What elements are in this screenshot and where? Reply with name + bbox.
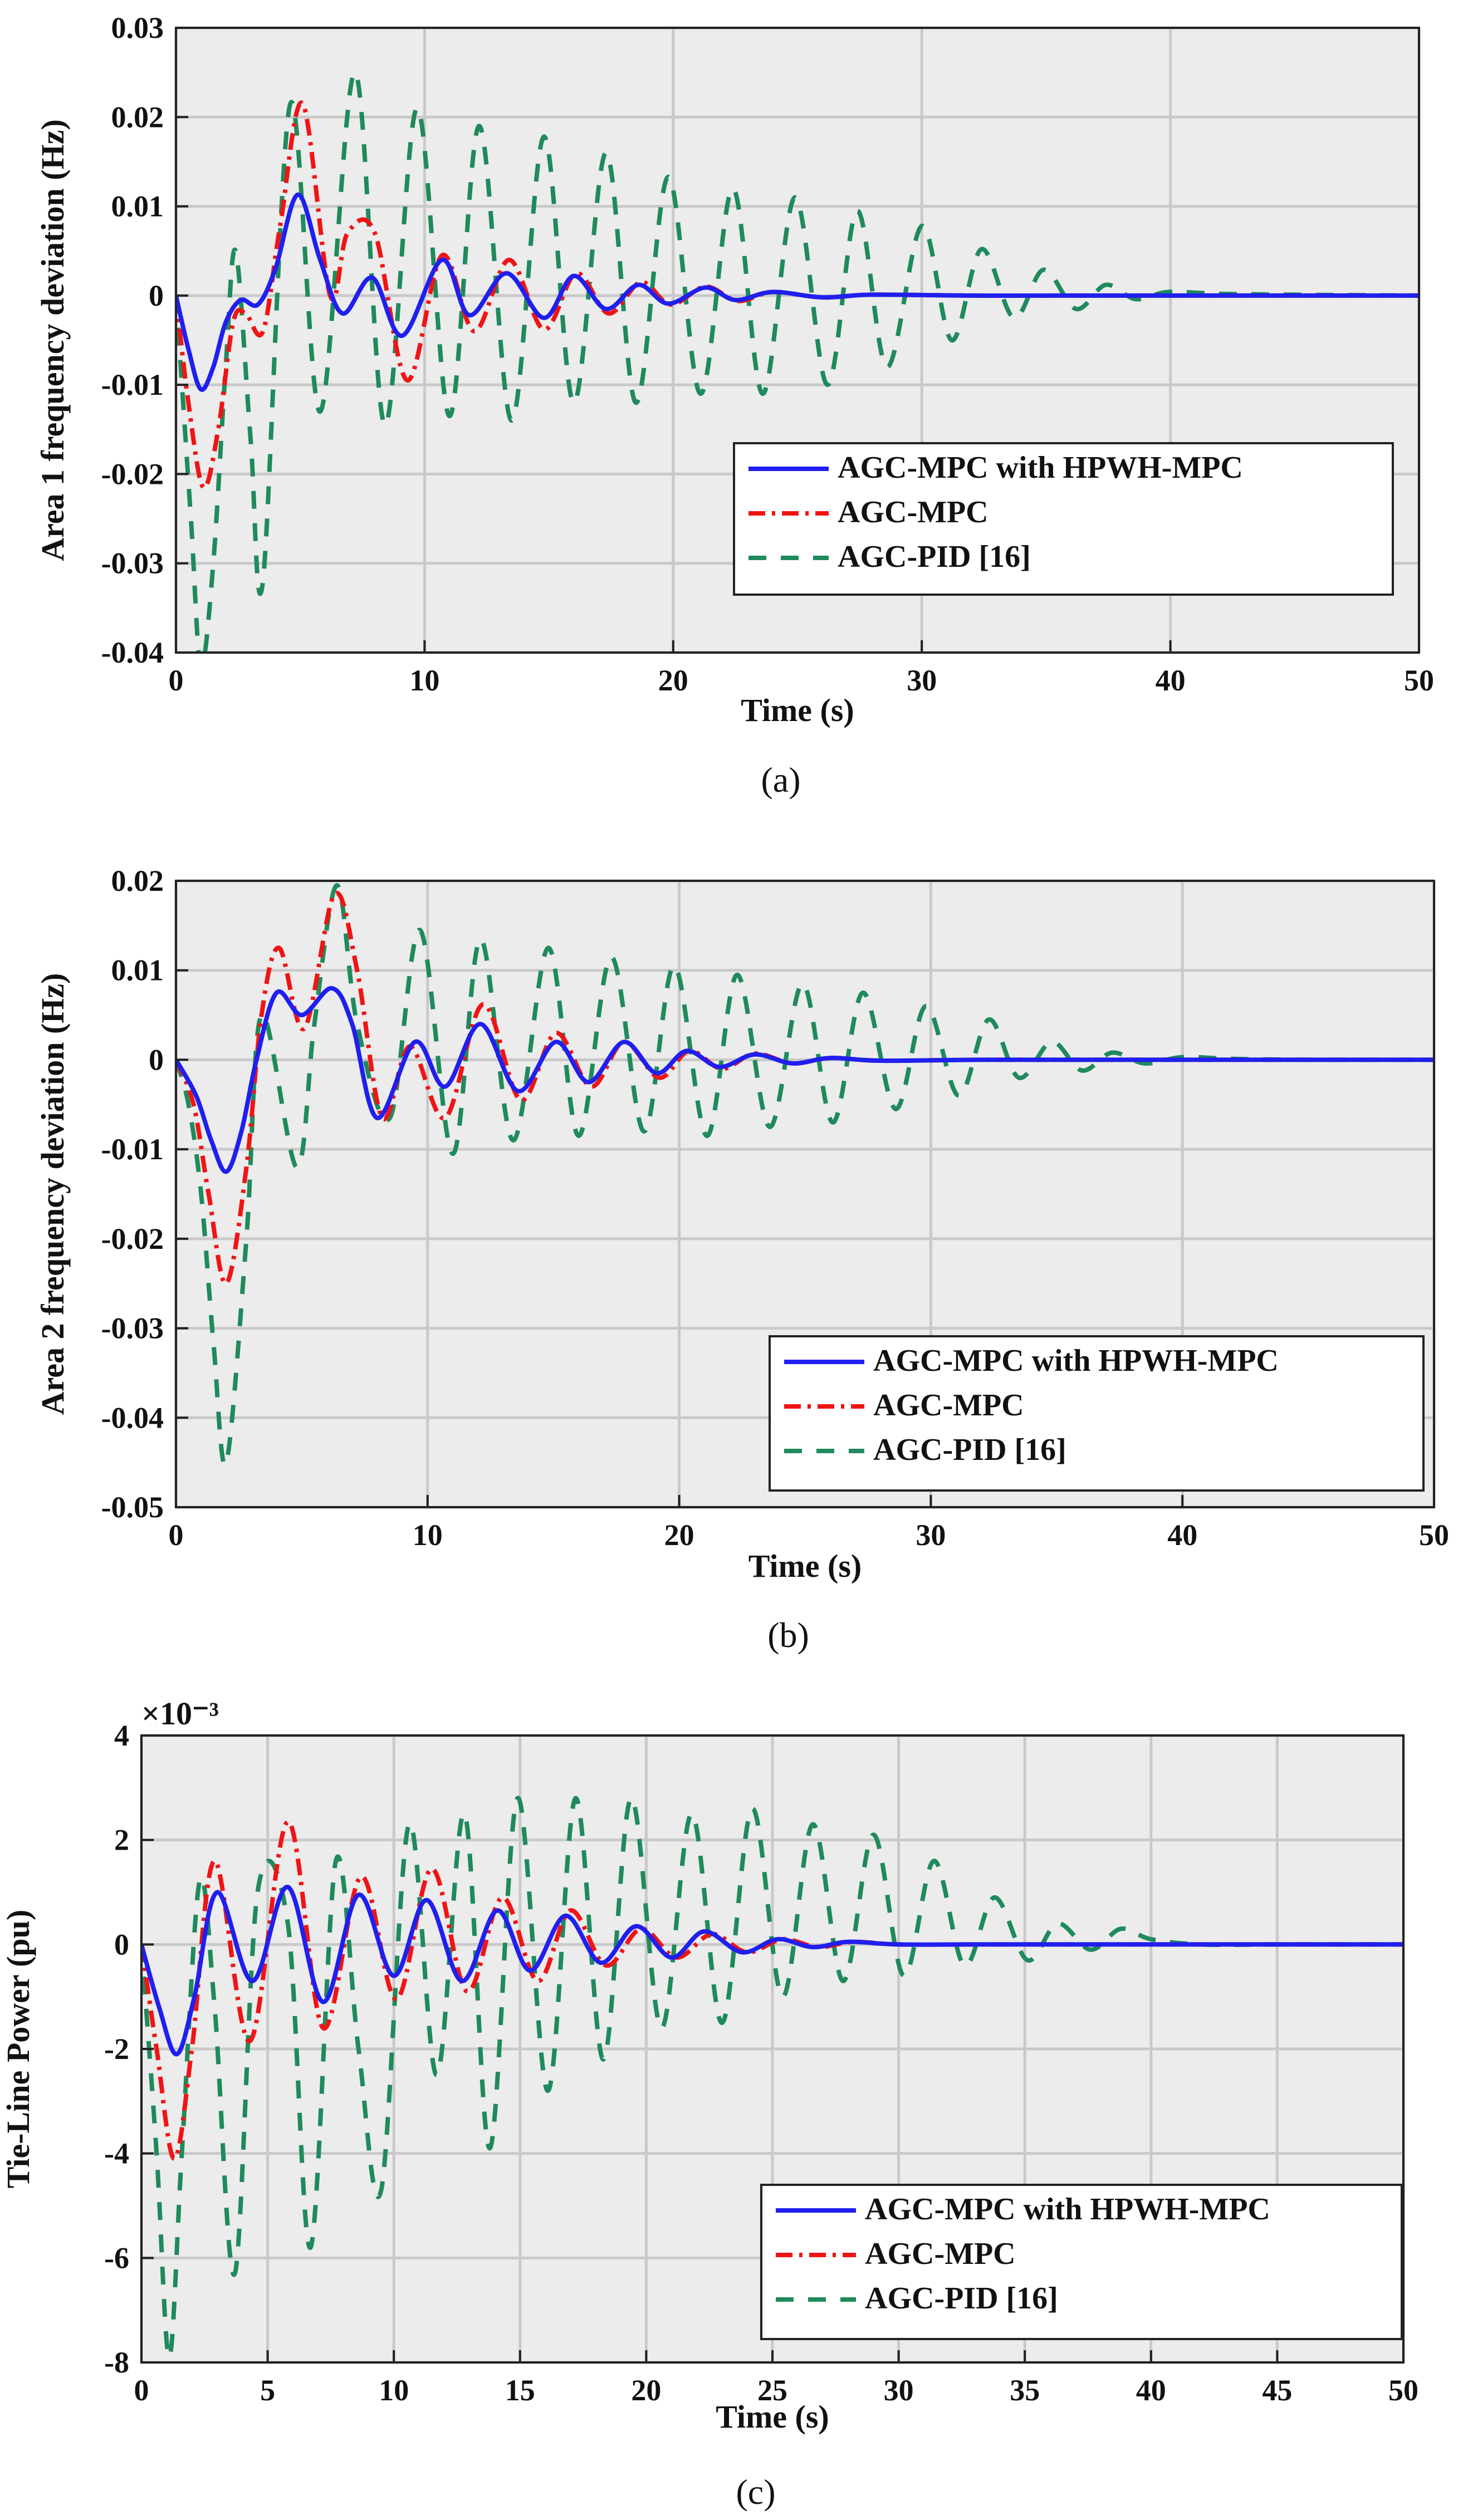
x-tick-label: 0	[169, 1518, 184, 1552]
legend-label-1: AGC-MPC	[838, 495, 989, 530]
y-tick-label: -0.04	[101, 1401, 164, 1434]
x-tick-label: 0	[134, 2374, 149, 2407]
x-axis-label: Time (s)	[748, 1548, 862, 1584]
y-tick-label: -4	[104, 2137, 129, 2170]
legend: AGC-MPC with HPWH-MPC AGC-MPC AGC-PID [16]	[769, 1335, 1425, 1492]
legend: AGC-MPC with HPWH-MPC AGC-MPC AGC-PID [16]	[733, 442, 1394, 596]
legend-box	[733, 442, 1394, 596]
x-tick-label: 10	[413, 1518, 443, 1552]
x-tick-label: 10	[409, 664, 439, 697]
axes-frame	[175, 880, 1435, 1508]
x-tick-label: 20	[664, 1518, 694, 1552]
y-tick-label: 0.01	[111, 954, 164, 987]
axes-frame	[175, 27, 1420, 654]
y-tick-label: -0.03	[101, 1312, 164, 1345]
chart-a: 0 10 20 30 40 50 -0.04 -0.03 -0.02 -0.01 0 0.01 0.02…	[35, 11, 1434, 800]
y-tick-label: 0	[149, 279, 164, 312]
series-line-0	[176, 192, 1419, 392]
legend-label-1: AGC-MPC	[865, 2237, 1016, 2271]
legend-label-1: AGC-MPC	[873, 1388, 1024, 1423]
y-tick-label: -0.04	[101, 636, 164, 669]
series-line-0	[176, 986, 1434, 1174]
y-tick-label: -0.01	[101, 368, 164, 401]
x-tick-label: 20	[658, 664, 688, 697]
y-tick-label: -0.05	[101, 1491, 164, 1524]
legend-label-0: AGC-MPC with HPWH-MPC	[865, 2192, 1270, 2227]
y-tick-label: -0.02	[101, 457, 164, 491]
x-tick-label: 40	[1156, 664, 1186, 697]
chart-b: 0 10 20 30 40 50 -0.05 -0.04 -0.03 -0.02 -0.01 0 0.0…	[35, 864, 1449, 1655]
x-tick-label: 10	[379, 2374, 409, 2407]
y-tick-label: -0.01	[101, 1132, 164, 1166]
legend: AGC-MPC with HPWH-MPC AGC-MPC AGC-PID [16]	[760, 2184, 1403, 2340]
series-line-2	[176, 70, 1419, 653]
x-tick-label: 30	[907, 664, 937, 697]
legend-box	[760, 2184, 1403, 2340]
x-tick-label: 20	[631, 2374, 661, 2407]
legend-label-2: AGC-PID [16]	[873, 1433, 1066, 1467]
y-tick-label: 0.02	[111, 864, 164, 898]
y-tick-label: -0.03	[101, 547, 164, 580]
x-tick-label: 30	[916, 1518, 946, 1552]
legend-box	[769, 1335, 1425, 1492]
y-tick-label: -8	[104, 2346, 129, 2379]
y-tick-label: 4	[114, 1719, 129, 1752]
panel-caption: (c)	[736, 2472, 775, 2512]
legend-label-2: AGC-PID [16]	[865, 2281, 1058, 2316]
x-tick-label: 5	[260, 2374, 275, 2407]
y-tick-label: -6	[104, 2241, 129, 2274]
x-tick-label: 50	[1404, 664, 1434, 697]
legend-label-2: AGC-PID [16]	[838, 540, 1031, 574]
panel-caption: (b)	[767, 1615, 809, 1655]
chart-c: 0 5 10 15 20 25 30 35 40 45 50 -8 -6 -4 -2 0 2 4 ×10⁻³ Time…	[0, 1695, 1418, 2512]
x-tick-label: 40	[1136, 2374, 1166, 2407]
y-tick-label: -2	[104, 2032, 129, 2066]
y-tick-label: 0.02	[111, 100, 164, 134]
x-tick-label: 50	[1419, 1518, 1449, 1552]
legend-label-0: AGC-MPC with HPWH-MPC	[873, 1344, 1279, 1378]
y-axis-label: Area 1 frequency deviation (Hz)	[35, 119, 71, 561]
series-line-0	[141, 1885, 1403, 2057]
x-axis-label: Time (s)	[716, 2399, 829, 2435]
x-tick-label: 40	[1167, 1518, 1197, 1552]
y-tick-label: -0.02	[101, 1222, 164, 1256]
x-axis-label: Time (s)	[741, 692, 854, 728]
y-tick-label: 0	[149, 1043, 164, 1076]
y-axis-label: Tie-Line Power (pu)	[0, 1910, 36, 2189]
x-tick-label: 30	[884, 2374, 914, 2407]
y-axis-label: Area 2 frequency deviation (Hz)	[35, 973, 71, 1415]
legend-label-0: AGC-MPC with HPWH-MPC	[838, 450, 1243, 485]
y-tick-label: 0.01	[111, 190, 164, 223]
x-tick-label: 15	[505, 2374, 535, 2407]
axis-multiplier: ×10⁻³	[141, 1695, 219, 1732]
x-tick-label: 35	[1010, 2374, 1040, 2407]
x-tick-label: 25	[757, 2374, 787, 2407]
x-tick-label: 50	[1388, 2374, 1418, 2407]
y-tick-label: 0	[114, 1928, 129, 1961]
x-tick-label: 45	[1262, 2374, 1292, 2407]
x-tick-label: 0	[169, 664, 184, 697]
y-tick-label: 0.03	[111, 11, 164, 45]
y-tick-label: 2	[114, 1823, 129, 1857]
panel-caption: (a)	[761, 760, 800, 800]
